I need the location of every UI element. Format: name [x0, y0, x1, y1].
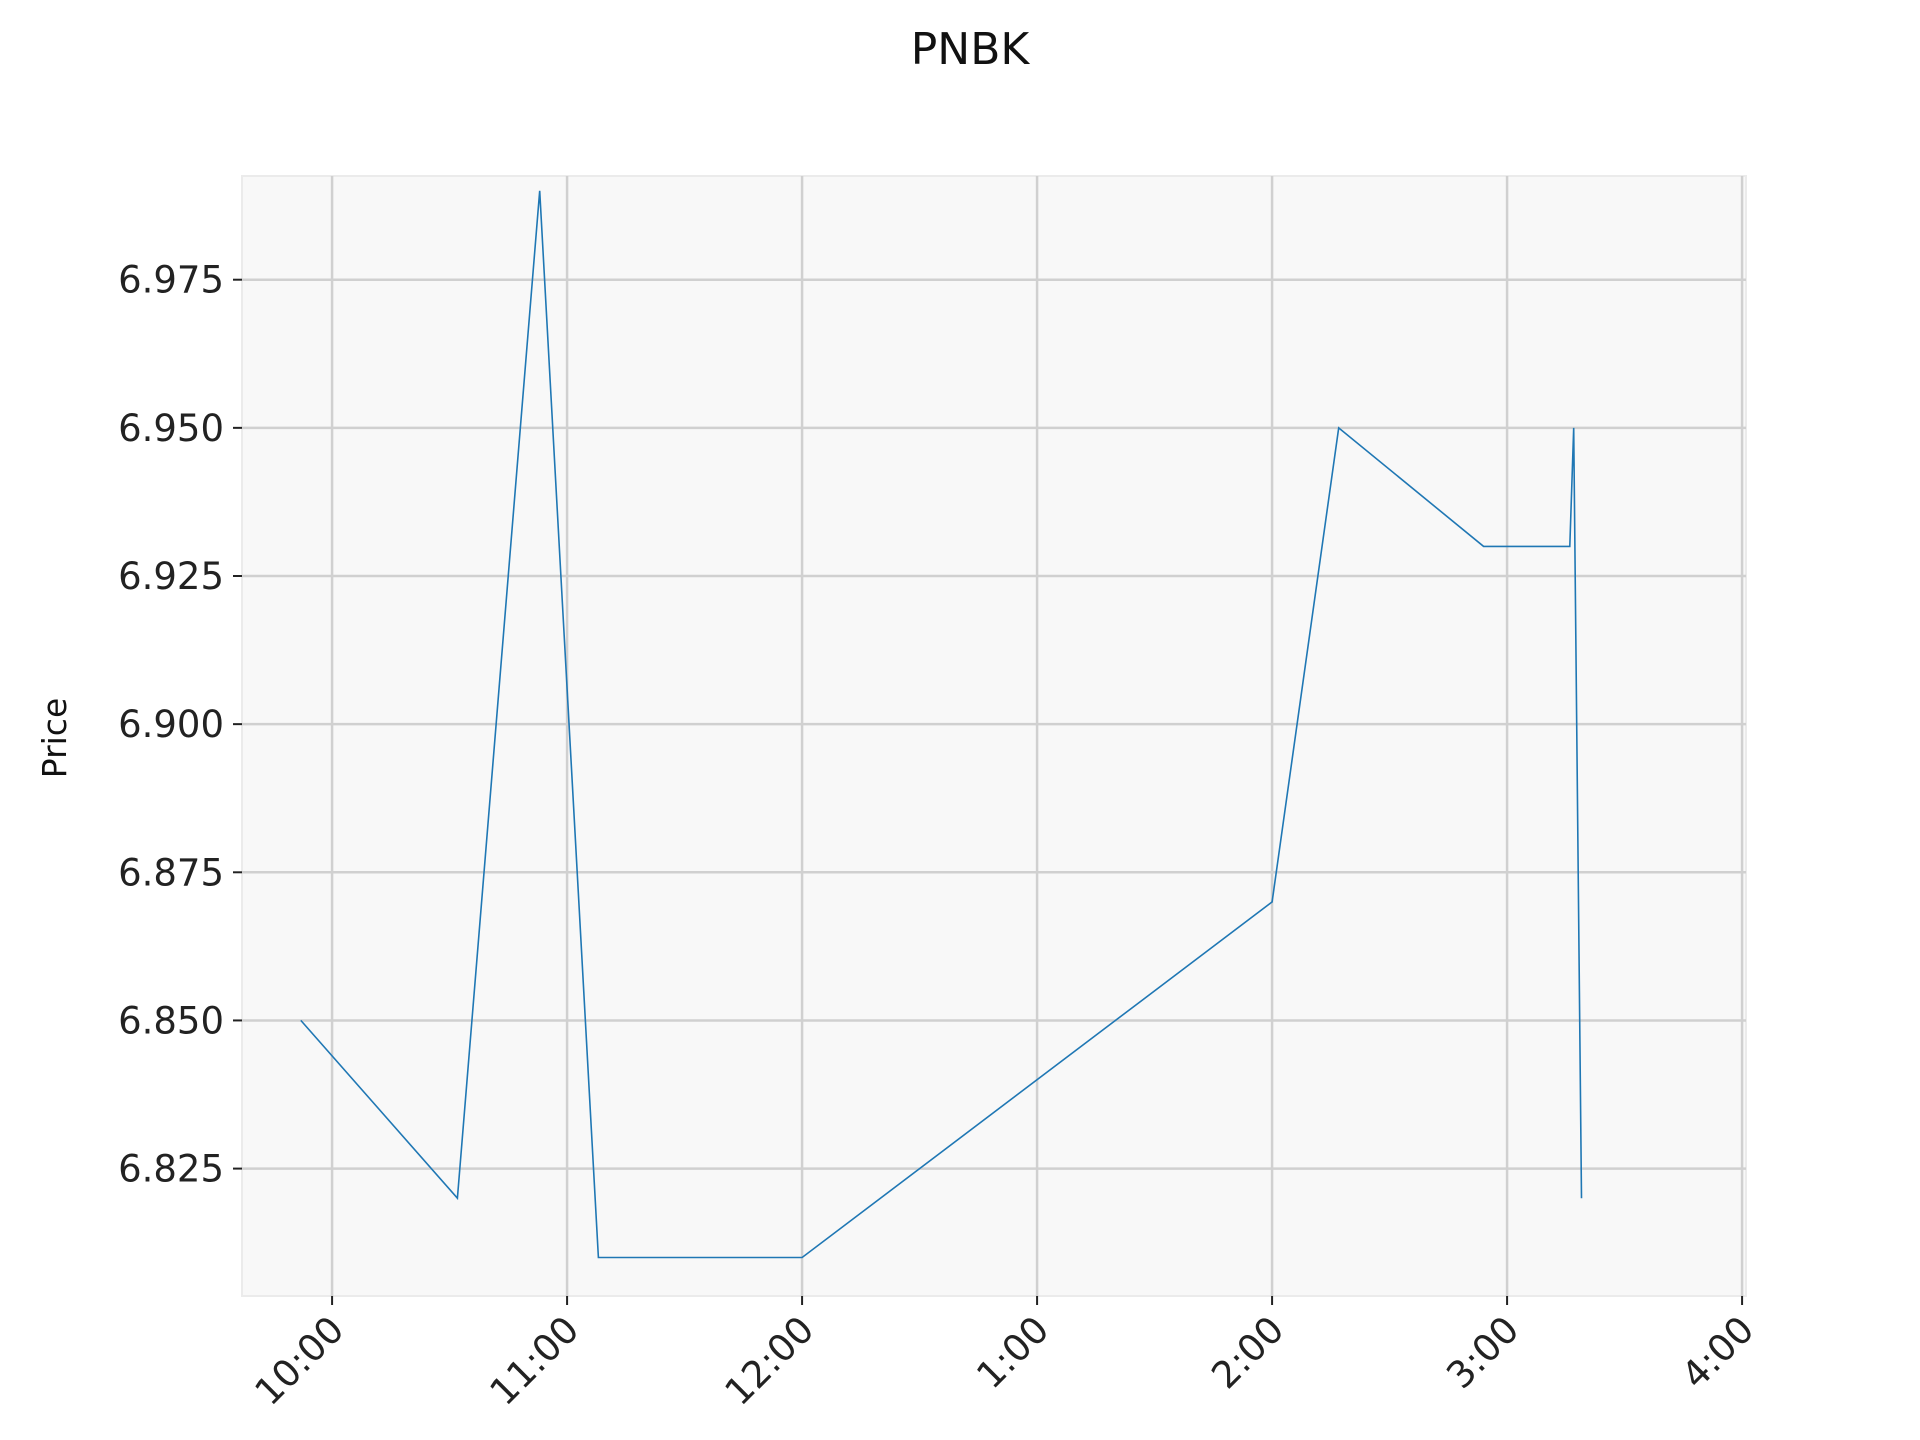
- grid-lines: [242, 176, 1746, 1296]
- y-tick-label: 6.925: [118, 555, 224, 598]
- series-layer: [300, 190, 1583, 1259]
- chart-title: PNBK: [911, 24, 1031, 75]
- x-tick-label: 10:00: [247, 1308, 353, 1414]
- x-tick-label: 2:00: [1203, 1308, 1292, 1397]
- y-tick-label: 6.825: [118, 1148, 224, 1191]
- plot-area: [241, 175, 1747, 1297]
- y-tick-label: 6.875: [118, 851, 224, 894]
- y-tick-label: 6.850: [118, 999, 224, 1042]
- x-tick-label: 1:00: [968, 1308, 1057, 1397]
- y-tick-label: 6.900: [118, 703, 224, 746]
- x-tick-label: 4:00: [1673, 1308, 1762, 1397]
- x-tick-label: 3:00: [1438, 1308, 1527, 1397]
- y-tick-label: 6.975: [118, 259, 224, 302]
- x-tick-label: 12:00: [717, 1308, 823, 1414]
- y-axis-label: Price: [35, 698, 74, 779]
- y-tick-label: 6.950: [118, 407, 224, 450]
- price-series-line: [300, 190, 1583, 1259]
- x-tick-label: 11:00: [482, 1308, 588, 1414]
